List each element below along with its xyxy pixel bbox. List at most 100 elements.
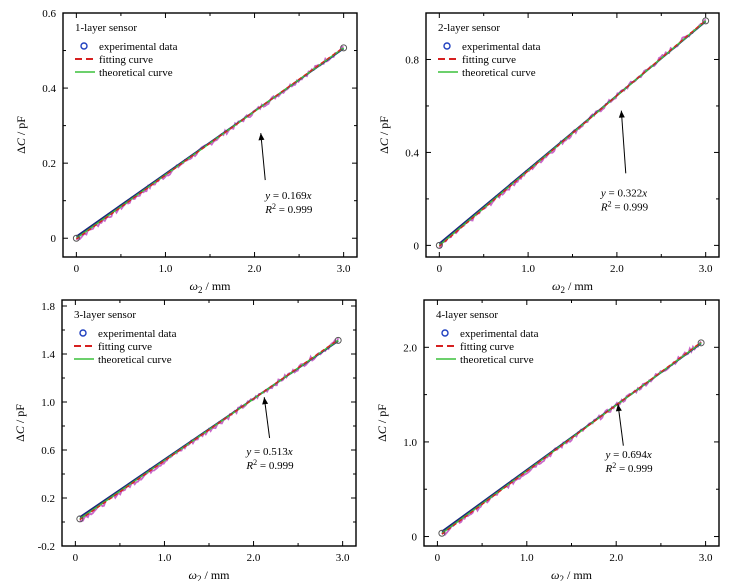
data-point-end [334, 336, 342, 344]
y-axis-unit: / pF [377, 116, 391, 138]
y-tick-label: 0.2 [42, 158, 56, 170]
x-axis-label: ω2 / mm [190, 279, 232, 295]
x-tick-label: 1.0 [521, 263, 535, 275]
r2-exponent: 2 [612, 461, 616, 470]
legend-marker-experimental [441, 329, 449, 337]
r2-exponent: 2 [608, 200, 612, 209]
y-tick-label: 0.2 [41, 493, 55, 505]
panel-title: 1-layer sensor [75, 22, 137, 34]
y-tick-label: 0.6 [41, 445, 55, 457]
r2-symbol: R [245, 460, 253, 472]
fit-equation: y = 0.322x [600, 188, 647, 200]
x-axis-symbol: ω [551, 568, 559, 581]
x-axis-unit: / mm [565, 279, 594, 293]
eq-x: x [641, 188, 647, 200]
fit-r-squared: R2 = 0.999 [600, 200, 649, 214]
legend-label-experimental: experimental data [460, 328, 539, 340]
y-axis-unit: / pF [14, 116, 28, 138]
x-tick-label: 3.0 [337, 263, 351, 275]
y-tick-label: 0.4 [42, 83, 56, 95]
fitting-curve-line [441, 341, 702, 535]
y-tick-label: 0 [51, 233, 57, 245]
y-axis-delta: Δ [375, 434, 389, 442]
data-point-end [702, 17, 710, 25]
legend-label-experimental: experimental data [98, 328, 177, 340]
y-axis-label: ΔC / pF [13, 404, 27, 442]
eq-y: y [604, 449, 610, 461]
fitting-curve-line [79, 339, 339, 521]
y-axis-label: ΔC / pF [14, 116, 28, 154]
legend-label-experimental: experimental data [462, 41, 541, 53]
y-tick-label: 1.4 [41, 349, 55, 361]
annotation-arrow-head [262, 397, 269, 405]
y-axis-label: ΔC / pF [377, 116, 391, 154]
y-tick-label: 1.0 [41, 397, 55, 409]
legend-marker-experimental [79, 329, 87, 337]
eq-y: y [245, 446, 251, 458]
y-axis-symbol: C [377, 137, 391, 146]
r2-exponent: 2 [253, 458, 257, 467]
data-point-start [76, 515, 84, 523]
legend-label-theoretical: theoretical curve [462, 67, 536, 79]
r2-value: = 0.999 [616, 463, 653, 475]
data-layer [72, 44, 348, 242]
legend-label-theoretical: theoretical curve [98, 354, 172, 366]
data-point-start [435, 241, 443, 249]
x-tick-label: 2.0 [609, 552, 623, 564]
y-tick-label: 0.4 [405, 147, 419, 159]
eq-slope: = 0.513 [251, 446, 288, 458]
x-tick-label: 0 [73, 552, 79, 564]
y-tick-label: -0.2 [38, 541, 55, 553]
r2-value: = 0.999 [257, 460, 294, 472]
annotation-arrow-head [618, 110, 625, 118]
x-tick-label: 3.0 [336, 552, 350, 564]
y-axis-symbol: C [13, 425, 27, 434]
x-tick-label: 0 [435, 552, 441, 564]
x-axis-subscript: 2 [197, 574, 202, 581]
y-axis-label: ΔC / pF [375, 404, 389, 442]
annotation-arrow-shaft [620, 110, 627, 174]
annotation-arrow-shaft [260, 133, 266, 181]
panel-title: 3-layer sensor [74, 309, 136, 321]
x-axis-unit: / mm [201, 568, 230, 581]
annotation-arrow-head [258, 133, 265, 141]
annotation-arrow-head [615, 404, 622, 412]
x-axis-subscript: 2 [198, 285, 203, 295]
y-tick-label: 1.8 [41, 301, 55, 313]
x-axis-subscript: 2 [559, 574, 564, 581]
x-axis-label: ω2 / mm [189, 568, 231, 581]
y-axis-unit: / pF [375, 404, 389, 426]
x-axis-label: ω2 / mm [552, 279, 594, 295]
eq-x: x [646, 449, 652, 461]
x-axis-unit: / mm [202, 279, 231, 293]
x-tick-label: 0 [437, 263, 443, 275]
x-tick-label: 2.0 [248, 263, 262, 275]
legend-label-fitting: fitting curve [462, 54, 516, 66]
x-tick-label: 1.0 [159, 263, 173, 275]
eq-x: x [287, 446, 293, 458]
eq-slope: = 0.694 [610, 449, 647, 461]
fit-r-squared: R2 = 0.999 [264, 202, 313, 216]
y-tick-label: 0 [412, 532, 418, 544]
x-tick-label: 2.0 [247, 552, 261, 564]
data-point-start [438, 529, 446, 537]
fitting-curve-line [438, 19, 707, 247]
x-axis-subscript: 2 [560, 285, 565, 295]
data-layer [76, 336, 342, 523]
eq-y: y [600, 188, 606, 200]
fit-equation: y = 0.513x [245, 446, 292, 458]
x-axis-symbol: ω [552, 279, 560, 293]
y-axis-symbol: C [14, 137, 28, 146]
fitting-curve-line [75, 46, 345, 240]
r2-symbol: R [600, 202, 608, 214]
eq-y: y [264, 190, 270, 202]
x-tick-label: 1.0 [158, 552, 172, 564]
eq-slope: = 0.169 [270, 190, 307, 202]
x-tick-label: 3.0 [699, 263, 713, 275]
data-point-end [340, 44, 348, 52]
legend-label-fitting: fitting curve [99, 54, 153, 66]
legend-label-theoretical: theoretical curve [460, 354, 534, 366]
legend-marker-experimental [80, 42, 88, 50]
